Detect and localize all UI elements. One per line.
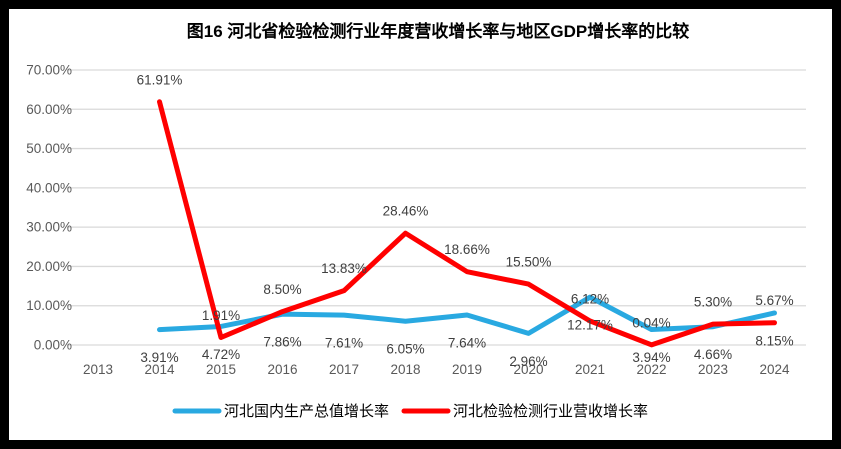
data-label: 7.86% (263, 335, 301, 350)
x-axis-year-labels: 2013 2014 2015 2016 2017 2018 2019 2020 2021 2022… (83, 362, 790, 377)
y-tick-label: 20.00% (26, 259, 72, 274)
x-tick-label: 2018 (390, 362, 420, 377)
data-label: 13.83% (321, 261, 367, 276)
legend-label-industry: 河北检验检测行业营收增长率 (453, 403, 648, 420)
y-tick-label: 50.00% (26, 141, 72, 156)
legend-label-gdp: 河北国内生产总值增长率 (224, 403, 389, 420)
data-label: 4.72% (202, 347, 240, 362)
data-label: 1.91% (202, 308, 240, 323)
data-label: 0.04% (632, 315, 670, 330)
legend: 河北国内生产总值增长率 河北检验检测行业营收增长率 (172, 403, 648, 420)
data-label: 7.61% (325, 336, 363, 351)
data-label: 4.66% (694, 347, 732, 362)
y-tick-label: 70.00% (26, 63, 72, 78)
x-tick-label: 2015 (206, 362, 236, 377)
x-tick-label: 2017 (329, 362, 359, 377)
data-label: 12.17% (567, 318, 613, 333)
y-tick-label: 0.00% (34, 338, 72, 353)
x-tick-label: 2013 (83, 362, 113, 377)
x-tick-label: 2021 (575, 362, 605, 377)
data-label: 8.50% (263, 282, 301, 297)
data-label: 6.12% (571, 291, 609, 306)
data-label: 6.05% (386, 342, 424, 357)
y-tick-label: 10.00% (26, 298, 72, 313)
data-label: 28.46% (383, 204, 429, 219)
data-label: 8.15% (755, 333, 793, 348)
data-point-labels: 3.91% 4.72% 7.86% 7.61% 6.05% 7.64% 2.96% 12.17… (137, 72, 794, 369)
x-tick-label: 2019 (452, 362, 482, 377)
data-series-lines (157, 99, 777, 348)
x-tick-label: 2022 (636, 362, 666, 377)
y-tick-label: 60.00% (26, 102, 72, 117)
x-tick-label: 2014 (144, 362, 175, 377)
data-label: 61.91% (137, 72, 183, 87)
data-label: 15.50% (506, 255, 552, 270)
data-label: 5.67% (755, 293, 793, 308)
y-tick-label: 30.00% (26, 220, 72, 235)
series-line-red (157, 99, 777, 348)
x-tick-label: 2024 (759, 362, 790, 377)
data-label: 7.64% (448, 335, 486, 350)
series-line-blue (157, 294, 777, 336)
y-tick-label: 40.00% (26, 180, 72, 195)
chart-title: 图16 河北省检验检测行业年度营收增长率与地区GDP增长率的比较 (187, 21, 689, 41)
data-label: 5.30% (694, 295, 732, 310)
x-tick-label: 2016 (267, 362, 297, 377)
x-tick-label: 2023 (698, 362, 728, 377)
data-label: 3.94% (632, 350, 670, 365)
y-axis-tick-labels: 0.00% 10.00% 20.00% 30.00% 40.00% 50.00% 60.00… (26, 63, 72, 353)
x-tick-label: 2020 (513, 362, 543, 377)
data-label: 3.91% (140, 350, 178, 365)
data-label: 18.66% (444, 242, 490, 257)
data-label: 2.96% (509, 354, 547, 369)
